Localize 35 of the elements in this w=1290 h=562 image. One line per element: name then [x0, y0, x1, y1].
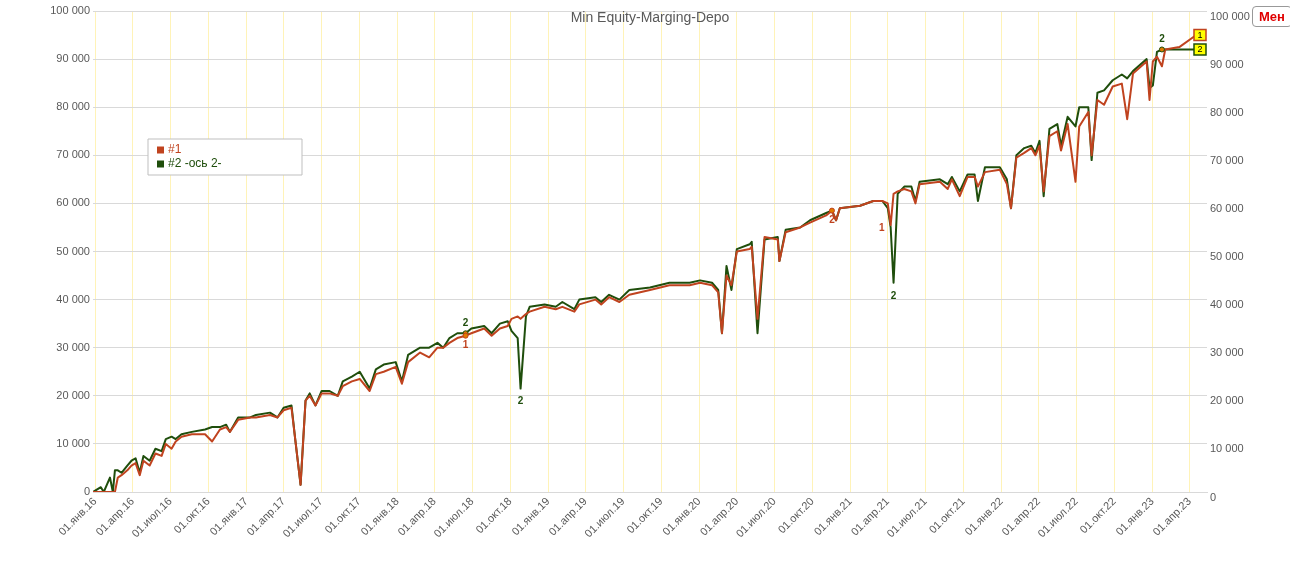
y2-tick-label: 70 000 — [1210, 153, 1244, 166]
y-tick-label: 20 000 — [56, 388, 90, 401]
annotation: 1 — [1197, 29, 1203, 40]
chart-title: Min Equity-Marging-Depo — [570, 8, 730, 25]
y-tick-label: 10 000 — [56, 436, 90, 449]
y2-tick-label: 50 000 — [1210, 250, 1244, 263]
annotation: 2 — [1197, 43, 1203, 54]
y-tick-label: 70 000 — [56, 148, 90, 161]
y2-tick-label: 10 000 — [1210, 442, 1244, 455]
y2-tick-label: 40 000 — [1210, 298, 1244, 311]
annotation: 2 — [890, 289, 897, 301]
y-tick-label: 90 000 — [56, 52, 90, 65]
y-tick-label: 40 000 — [56, 292, 90, 305]
y2-tick-label: 80 000 — [1210, 105, 1244, 118]
y-tick-label: 80 000 — [56, 100, 90, 113]
annotation: 2 — [462, 317, 469, 329]
annotation: 2 — [517, 395, 524, 407]
annotation: 1 — [878, 221, 885, 233]
y2-tick-label: 30 000 — [1210, 346, 1244, 359]
legend-label: #2 -ось 2- — [168, 156, 222, 171]
y2-tick-label: 100 000 — [1210, 9, 1250, 22]
y-tick-label: 50 000 — [56, 244, 90, 257]
y2-tick-label: 90 000 — [1210, 57, 1244, 70]
y2-tick-label: 20 000 — [1210, 394, 1244, 407]
text: Мен — [1252, 6, 1290, 27]
legend-label: #1 — [168, 142, 182, 157]
annotation: 2 — [829, 214, 836, 226]
annotation: 1 — [462, 339, 469, 351]
y2-tick-label: 60 000 — [1210, 201, 1244, 214]
annotation: 2 — [1159, 33, 1166, 45]
y-tick-label: 60 000 — [56, 196, 90, 209]
y-tick-label: 30 000 — [56, 340, 90, 353]
y-tick-label: 100 000 — [50, 4, 90, 17]
y-tick-label: 0 — [83, 485, 90, 498]
y2-tick-label: 0 — [1210, 490, 1217, 503]
